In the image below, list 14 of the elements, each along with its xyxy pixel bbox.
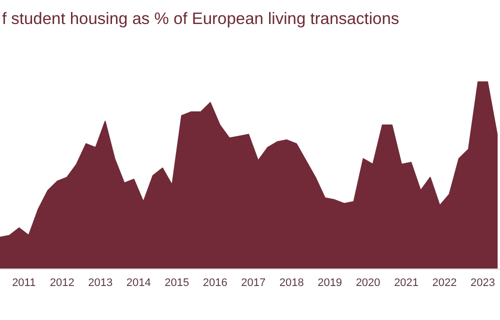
x-tick-label: 2016 — [202, 277, 228, 289]
x-tick-label: 2022 — [432, 277, 457, 289]
x-tick-label: 2012 — [50, 277, 74, 289]
x-tick-label: 2011 — [12, 277, 36, 289]
x-tick-label: 2019 — [318, 277, 342, 289]
chart-title: f student housing as % of European living transactions — [2, 10, 400, 28]
x-tick-label: 2017 — [241, 277, 266, 289]
x-tick-label: 2018 — [279, 277, 304, 289]
x-tick-label: 2020 — [356, 277, 380, 289]
x-tick-label: 2015 — [164, 277, 190, 289]
x-tick-label: 2014 — [126, 277, 151, 289]
x-tick-label: 2021 — [394, 277, 419, 289]
x-tick-label: 2013 — [88, 277, 113, 289]
x-tick-label: 2023 — [470, 277, 496, 289]
